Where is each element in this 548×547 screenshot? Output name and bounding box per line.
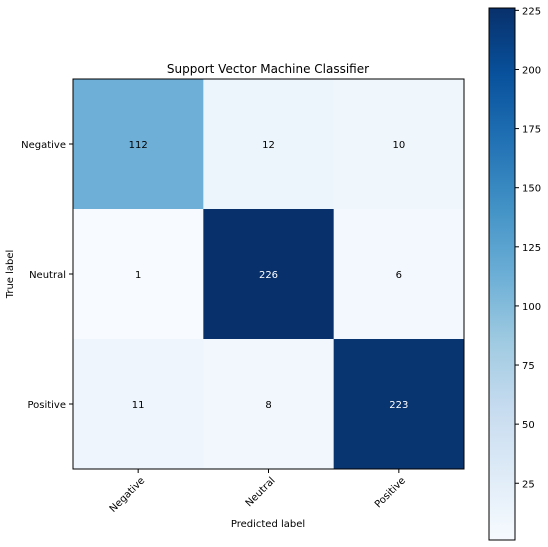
colorbar: [488, 7, 516, 541]
x-tick-label: Negative: [108, 475, 148, 515]
cell-value-label: 11: [132, 400, 145, 411]
cell-value-label: 226: [259, 270, 278, 281]
colorbar-tick-label: 150: [522, 184, 541, 195]
cell-value-label: 112: [129, 140, 148, 151]
colorbar-tick-label: 100: [522, 302, 541, 313]
y-tick-label: Negative: [21, 140, 66, 151]
heatmap-cell-labels: 112 12 10 1 226 6 11 8 223: [129, 140, 409, 411]
cell-value-label: 1: [135, 270, 141, 281]
cell-value-label: 8: [265, 400, 271, 411]
colorbar-tick-label: 50: [522, 420, 535, 431]
cell-value-label: 6: [396, 270, 402, 281]
heatmap-cell: [203, 79, 335, 210]
x-tick-label: Positive: [373, 475, 408, 510]
x-axis-ticks: Negative Neutral Positive: [108, 469, 408, 515]
y-axis-ticks: Negative Neutral Positive: [21, 140, 73, 411]
heatmap-cell: [73, 79, 204, 210]
colorbar-tick-label: 175: [522, 125, 541, 136]
colorbar-tick-label: 225: [522, 6, 541, 17]
y-tick-label: Positive: [27, 400, 66, 411]
y-tick-label: Neutral: [29, 270, 66, 281]
x-tick-label: Neutral: [244, 475, 278, 509]
colorbar-tick-label: 25: [522, 479, 535, 490]
heatmap-cell: [73, 209, 204, 340]
cell-value-label: 12: [262, 140, 275, 151]
heatmap-cell: [333, 79, 465, 210]
cell-value-label: 10: [392, 140, 405, 151]
x-axis-label: Predicted label: [231, 519, 305, 530]
colorbar-tick-label: 75: [522, 361, 535, 372]
heatmap-cells: [73, 79, 465, 470]
cell-value-label: 223: [389, 400, 408, 411]
heatmap-cell: [333, 209, 465, 340]
y-axis-label: True label: [5, 250, 16, 300]
colorbar-tick-label: 200: [522, 65, 541, 76]
heatmap-cell: [333, 339, 465, 470]
colorbar-tick-label: 125: [522, 243, 541, 254]
chart-title: Support Vector Machine Classifier: [167, 62, 369, 76]
heatmap-cell: [203, 209, 335, 340]
colorbar-ticks: 25 50 75 100 125 150 175 200 225: [515, 6, 541, 490]
heatmap-cell: [73, 339, 204, 470]
heatmap-cell: [203, 339, 335, 470]
